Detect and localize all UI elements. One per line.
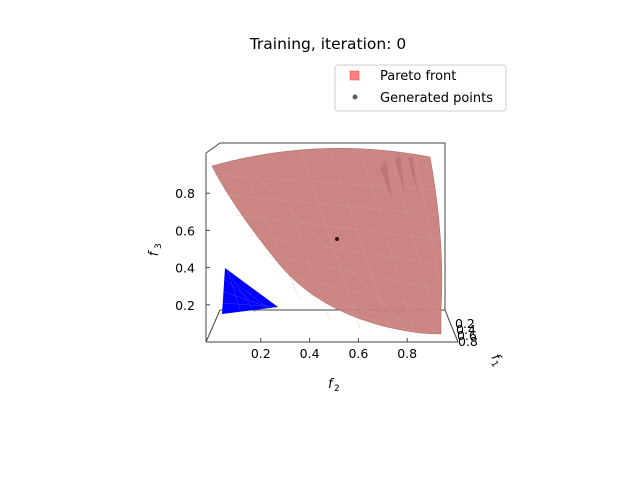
surface-mesh-line xyxy=(414,153,442,291)
highlight-mesh-line xyxy=(225,279,251,301)
x-axis-line xyxy=(444,309,459,343)
legend-label-generated: Generated points xyxy=(380,91,493,106)
surface-mesh-line xyxy=(359,147,416,334)
surface-mesh-line xyxy=(214,174,441,191)
surface-mesh-line xyxy=(329,146,391,333)
pareto-surface-patch xyxy=(212,148,442,334)
legend-marker-generated xyxy=(352,94,358,100)
surface-mesh-line xyxy=(224,194,443,216)
f3-label-sub: 3 xyxy=(154,243,164,249)
legend-frame xyxy=(334,64,507,112)
f1-tick-label: 0.4 xyxy=(456,322,476,337)
surface-mesh-line xyxy=(399,151,441,201)
pareto-surface xyxy=(211,146,443,335)
highlight-mesh-line xyxy=(231,277,256,313)
f3-label-base: f xyxy=(147,249,162,256)
highlight-mesh-line xyxy=(227,271,241,311)
surface-facet xyxy=(380,160,392,200)
f1-label-sub: 1 xyxy=(488,359,500,369)
f1-tick-label: 0.8 xyxy=(458,334,478,349)
surface-mesh-line xyxy=(234,214,443,241)
surface-mesh-line xyxy=(269,151,331,321)
legend-label-pareto: Pareto front xyxy=(380,69,456,84)
highlight-patch-mesh xyxy=(222,271,276,313)
f2-tick-label: 0.2 xyxy=(251,346,271,361)
surface-mesh-line xyxy=(299,157,441,301)
generated-point xyxy=(335,237,339,241)
f2-ticks: 0.2 0.4 0.6 0.8 xyxy=(251,338,417,361)
highlight-patch-shape xyxy=(222,268,278,314)
surface-mesh-line xyxy=(344,311,421,334)
highlight-mesh-line xyxy=(223,291,266,307)
surface-mesh-line xyxy=(229,184,361,321)
f1-tick-label: 0.6 xyxy=(457,328,477,343)
z-tick-label: 0.8 xyxy=(175,186,195,201)
surface-facet xyxy=(395,155,405,195)
f2-tick-label: 0.6 xyxy=(348,346,368,361)
f3-axis-label: f 3 xyxy=(147,243,164,256)
highlight-mesh-line xyxy=(237,284,269,309)
surface-mesh-line xyxy=(389,149,436,321)
surface-mesh-line xyxy=(299,147,361,329)
pareto-surface-mesh xyxy=(214,146,443,334)
f1-axis-label: f 1 xyxy=(488,352,504,370)
legend-marker-pareto xyxy=(349,70,360,81)
chart-title: Training, iteration: 0 xyxy=(249,35,407,53)
pareto-surface-outline xyxy=(211,148,443,335)
surface-mesh-line xyxy=(309,294,436,331)
legend: Pareto front Generated points xyxy=(334,64,507,112)
f2-axis-label: f 2 xyxy=(328,377,340,394)
f2-tick-label: 0.4 xyxy=(300,346,320,361)
z-tick-label: 0.4 xyxy=(175,261,195,276)
highlight-mesh-line xyxy=(222,302,276,308)
f1-ticks: 0.20.40.60.8 xyxy=(455,316,478,349)
z-tick-label: 0.6 xyxy=(175,223,195,238)
surface-mesh-line xyxy=(349,151,442,251)
surface-mesh-line xyxy=(239,159,301,301)
floor-left-edge xyxy=(205,309,221,343)
f1-tick-label: 0.2 xyxy=(455,316,475,331)
f2-label-sub: 2 xyxy=(334,384,340,394)
surface-facet xyxy=(408,156,418,195)
surface-mesh-line xyxy=(249,169,411,331)
surface-mesh-line xyxy=(264,254,442,291)
back-pane-edge xyxy=(205,142,446,310)
surface-mesh-line xyxy=(249,234,443,266)
z-tick-label: 0.2 xyxy=(175,298,195,313)
f2-label-base: f xyxy=(328,377,335,392)
f2-tick-label: 0.8 xyxy=(397,346,417,361)
surface-mesh-line xyxy=(284,274,441,313)
highlight-patch xyxy=(222,268,278,314)
z-ticks: 0.2 0.4 0.6 0.8 xyxy=(175,186,210,313)
